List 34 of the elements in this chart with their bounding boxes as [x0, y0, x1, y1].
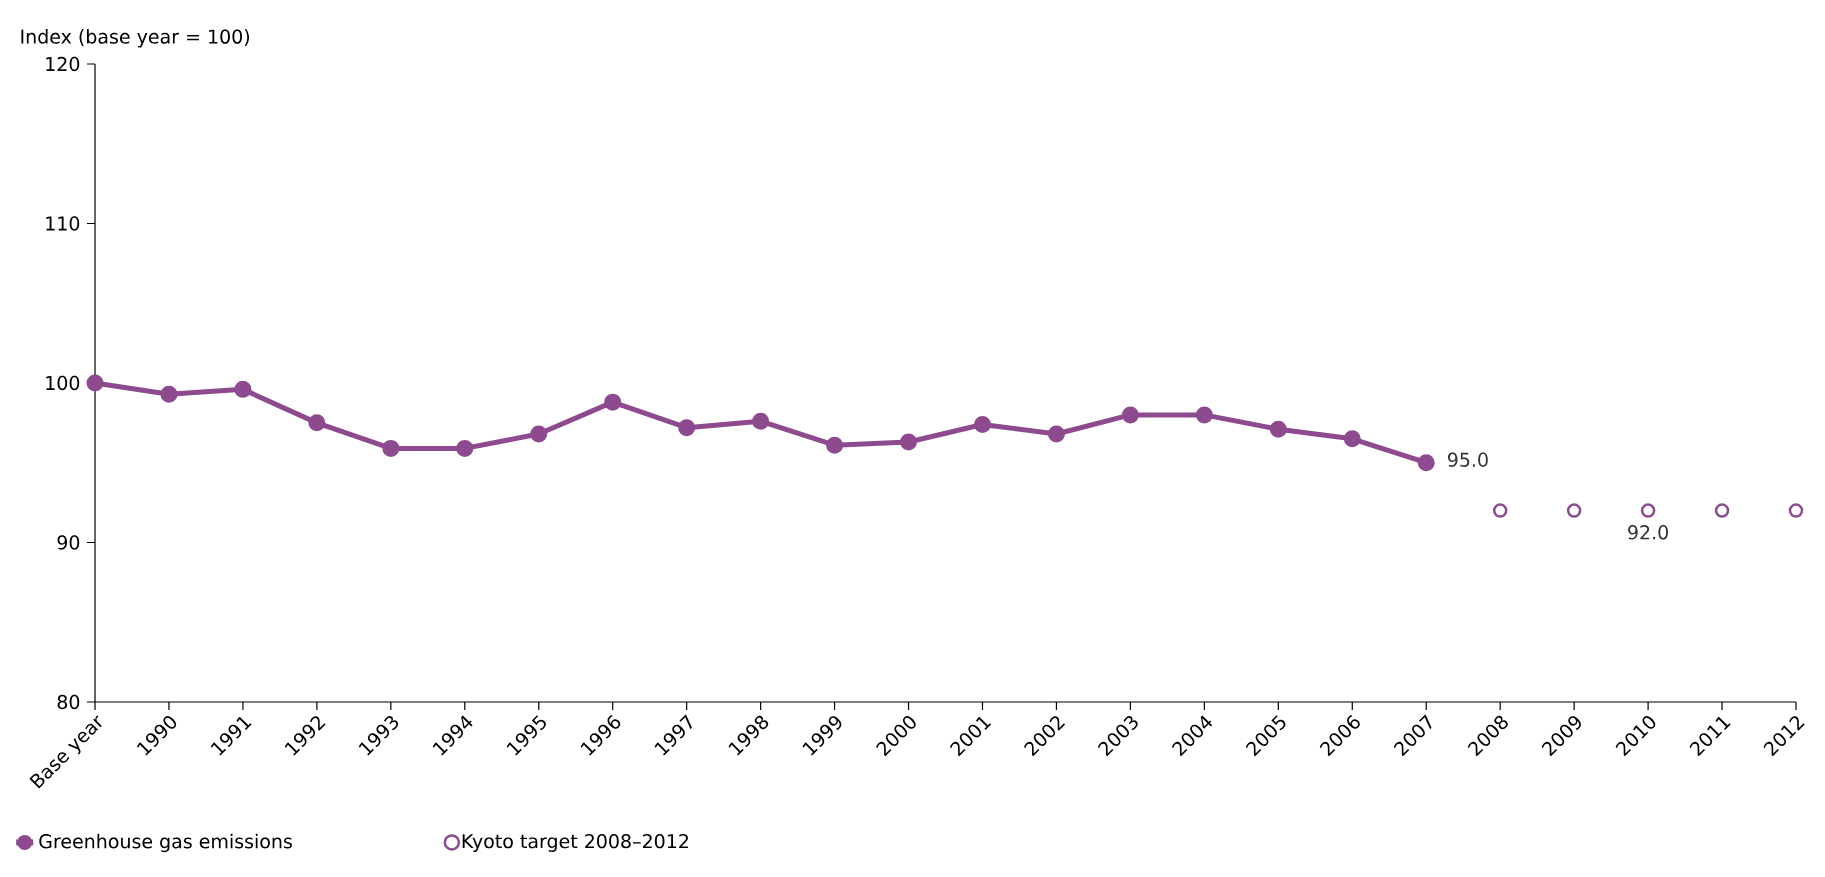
- point: [1195, 406, 1213, 424]
- point: [1640, 503, 1656, 518]
- point: [752, 412, 770, 430]
- y-tick-label: 80: [57, 694, 80, 710]
- point: [826, 436, 844, 454]
- y-axis-title: Index (base year = 100): [21, 29, 250, 48]
- y-tick-label: 90: [57, 535, 80, 550]
- point: [1343, 430, 1361, 448]
- point: [456, 439, 474, 457]
- point: [160, 385, 178, 403]
- point: [530, 425, 548, 443]
- point: [1714, 503, 1730, 518]
- point: [678, 419, 696, 437]
- point: [1566, 503, 1582, 518]
- point: [1269, 420, 1287, 438]
- point: [1492, 503, 1508, 518]
- y-tick-label: 120: [46, 56, 80, 72]
- point: [604, 393, 622, 411]
- y-tick-label: 100: [46, 375, 80, 391]
- point: [1121, 406, 1139, 424]
- point: [382, 439, 400, 457]
- legend-label: Kyoto target 2008–2012: [462, 833, 688, 852]
- point: [900, 433, 918, 451]
- point: [234, 380, 252, 398]
- point: [1417, 454, 1435, 472]
- data-label: 92.0: [1628, 525, 1668, 540]
- y-tick-label: 110: [46, 216, 80, 231]
- data-label: 95.0: [1447, 452, 1488, 467]
- point: [86, 374, 104, 392]
- point: [308, 414, 326, 432]
- point: [1788, 503, 1804, 518]
- legend-label: Greenhouse gas emissions: [39, 833, 292, 853]
- point: [973, 415, 991, 433]
- point: [1047, 425, 1065, 443]
